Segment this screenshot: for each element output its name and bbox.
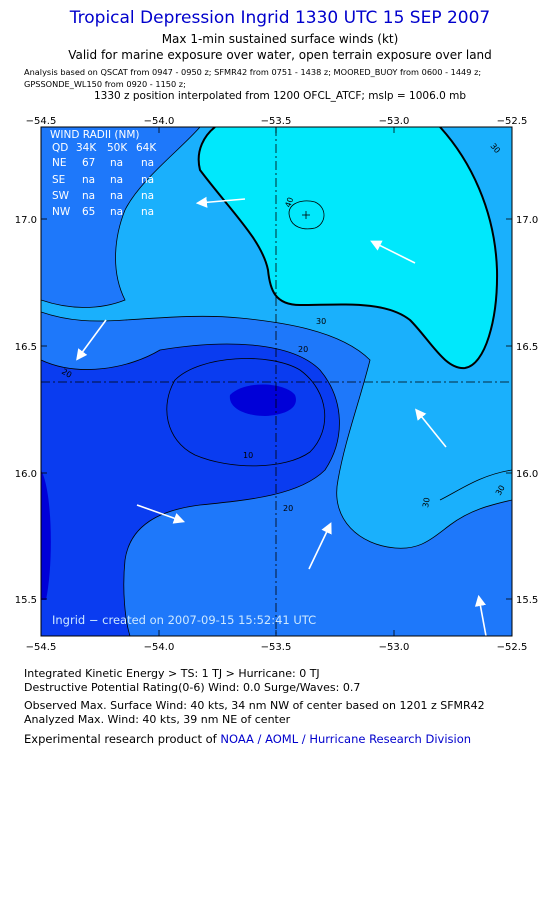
- y-tick-label: 16.5: [516, 342, 538, 353]
- y-tick-label: 17.0: [15, 215, 37, 226]
- wind-radii-value: 67: [82, 157, 95, 169]
- wind-radii-quadrant: SW: [52, 190, 70, 202]
- wind-radii-value: na: [110, 157, 123, 169]
- wind-contour-fill: [41, 127, 512, 636]
- wind-arrow: [370, 240, 416, 264]
- wind-radii-value: na: [110, 190, 123, 202]
- wind-radii-value: na: [82, 190, 95, 202]
- wind-arrows: [76, 196, 487, 637]
- wind-arrow: [414, 408, 447, 448]
- dpr-line: Destructive Potential Rating(0-6) Wind: …: [24, 681, 361, 694]
- wind-radii-value: na: [141, 206, 154, 218]
- contour-lines: [41, 127, 512, 636]
- y-tick-label: 15.5: [516, 595, 538, 606]
- wind-radii-value: 65: [82, 206, 95, 218]
- wind-arrow: [136, 504, 186, 524]
- x-tick-label: −53.5: [261, 642, 292, 653]
- analyzed-max-line: Analyzed Max. Wind: 40 kts, 39 nm NE of …: [24, 713, 291, 726]
- interpolation-note: 1330 z position interpolated from 1200 O…: [93, 90, 467, 102]
- validity-note: Valid for marine exposure over water, op…: [68, 48, 492, 62]
- axis-ticks: [40, 127, 513, 636]
- chart-title: Tropical Depression Ingrid 1330 UTC 15 S…: [69, 8, 491, 28]
- ike-line: Integrated Kinetic Energy > TS: 1 TJ > H…: [24, 667, 320, 680]
- wind-radii-value: na: [141, 190, 154, 202]
- x-tick-label: −54.5: [26, 642, 57, 653]
- hrd-link[interactable]: NOAA / AOML / Hurricane Research Divisio…: [220, 732, 472, 746]
- contour-label: 20: [298, 345, 308, 354]
- band-lt10-west: [41, 470, 51, 600]
- storm-center-crosshair: [41, 127, 512, 636]
- x-tick-label: −53.5: [261, 116, 292, 127]
- y-tick-labels-left: 17.0 16.5 16.0 15.5: [15, 215, 37, 606]
- map-frame: [40, 126, 513, 637]
- band-lt10-center: [229, 384, 296, 416]
- contour-label: 30: [421, 497, 432, 509]
- wind-radii-value: na: [141, 174, 154, 186]
- map-credit: Ingrid − created on 2007-09-15 15:52:41 …: [52, 613, 316, 627]
- wind-arrow: [76, 319, 107, 361]
- wind-radii-table: WIND RADII (NM) QD 34K 50K 64K NE 67 na …: [50, 129, 157, 218]
- y-tick-label: 16.0: [15, 469, 37, 480]
- wind-radii-value: na: [110, 174, 123, 186]
- y-tick-label: 16.5: [15, 342, 37, 353]
- wind-radii-quadrant: NE: [52, 157, 67, 169]
- observed-max-line: Observed Max. Surface Wind: 40 kts, 34 n…: [24, 699, 485, 712]
- y-tick-label: 17.0: [516, 215, 538, 226]
- wind-arrow: [474, 594, 487, 637]
- wind-analysis-map: 30 40 30 20 20 10 20 30 30 WIND RADII (N…: [15, 116, 539, 653]
- contour-label: 10: [243, 451, 253, 460]
- contour-label: 30: [494, 484, 507, 497]
- wind-radii-value: na: [141, 157, 154, 169]
- contour-labels: 30 40 30 20 20 10 20 30 30: [60, 142, 507, 513]
- wind-radii-value: na: [110, 206, 123, 218]
- x-tick-labels-top: −54.5 −54.0 −53.5 −53.0 −52.5: [26, 116, 528, 127]
- wind-radii-title: WIND RADII (NM): [50, 129, 140, 141]
- wind-radii-value: na: [82, 174, 95, 186]
- x-tick-labels-bottom: −54.5 −54.0 −53.5 −53.0 −52.5: [26, 642, 528, 653]
- wind-radii-header-qd: QD: [52, 142, 68, 154]
- y-tick-labels-right: 17.0 16.5 16.0 15.5: [516, 215, 538, 606]
- wind-radii-quadrant: SE: [52, 174, 65, 186]
- max-wind-marker: [302, 211, 310, 219]
- band-gt40: [198, 127, 498, 369]
- y-tick-label: 15.5: [15, 595, 37, 606]
- wind-radii-header-64k: 64K: [136, 142, 157, 154]
- y-tick-label: 16.0: [516, 469, 538, 480]
- chart-subtitle: Max 1-min sustained surface winds (kt): [161, 32, 399, 46]
- wind-arrow: [195, 196, 246, 208]
- wind-arrow: [308, 522, 332, 570]
- x-tick-label: −54.0: [144, 642, 175, 653]
- x-tick-label: −54.0: [144, 116, 175, 127]
- wind-radii-header-50k: 50K: [107, 142, 128, 154]
- analysis-sources: Analysis based on QSCAT from 0947 - 0950…: [24, 67, 482, 89]
- contour-label: 40: [283, 196, 295, 209]
- x-tick-label: −52.5: [497, 642, 528, 653]
- x-tick-label: −53.0: [379, 642, 410, 653]
- product-credit: Experimental research product of NOAA / …: [24, 732, 471, 746]
- wind-radii-header-34k: 34K: [76, 142, 97, 154]
- product-prefix: Experimental research product of: [24, 732, 221, 746]
- contour-label: 20: [60, 367, 73, 380]
- x-tick-label: −53.0: [379, 116, 410, 127]
- contour-label: 30: [316, 317, 326, 326]
- contour-label: 20: [283, 504, 293, 513]
- x-tick-label: −52.5: [497, 116, 528, 127]
- wind-radii-quadrant: NW: [52, 206, 71, 218]
- band-20-30-upper-left: [41, 127, 200, 308]
- x-tick-label: −54.5: [26, 116, 57, 127]
